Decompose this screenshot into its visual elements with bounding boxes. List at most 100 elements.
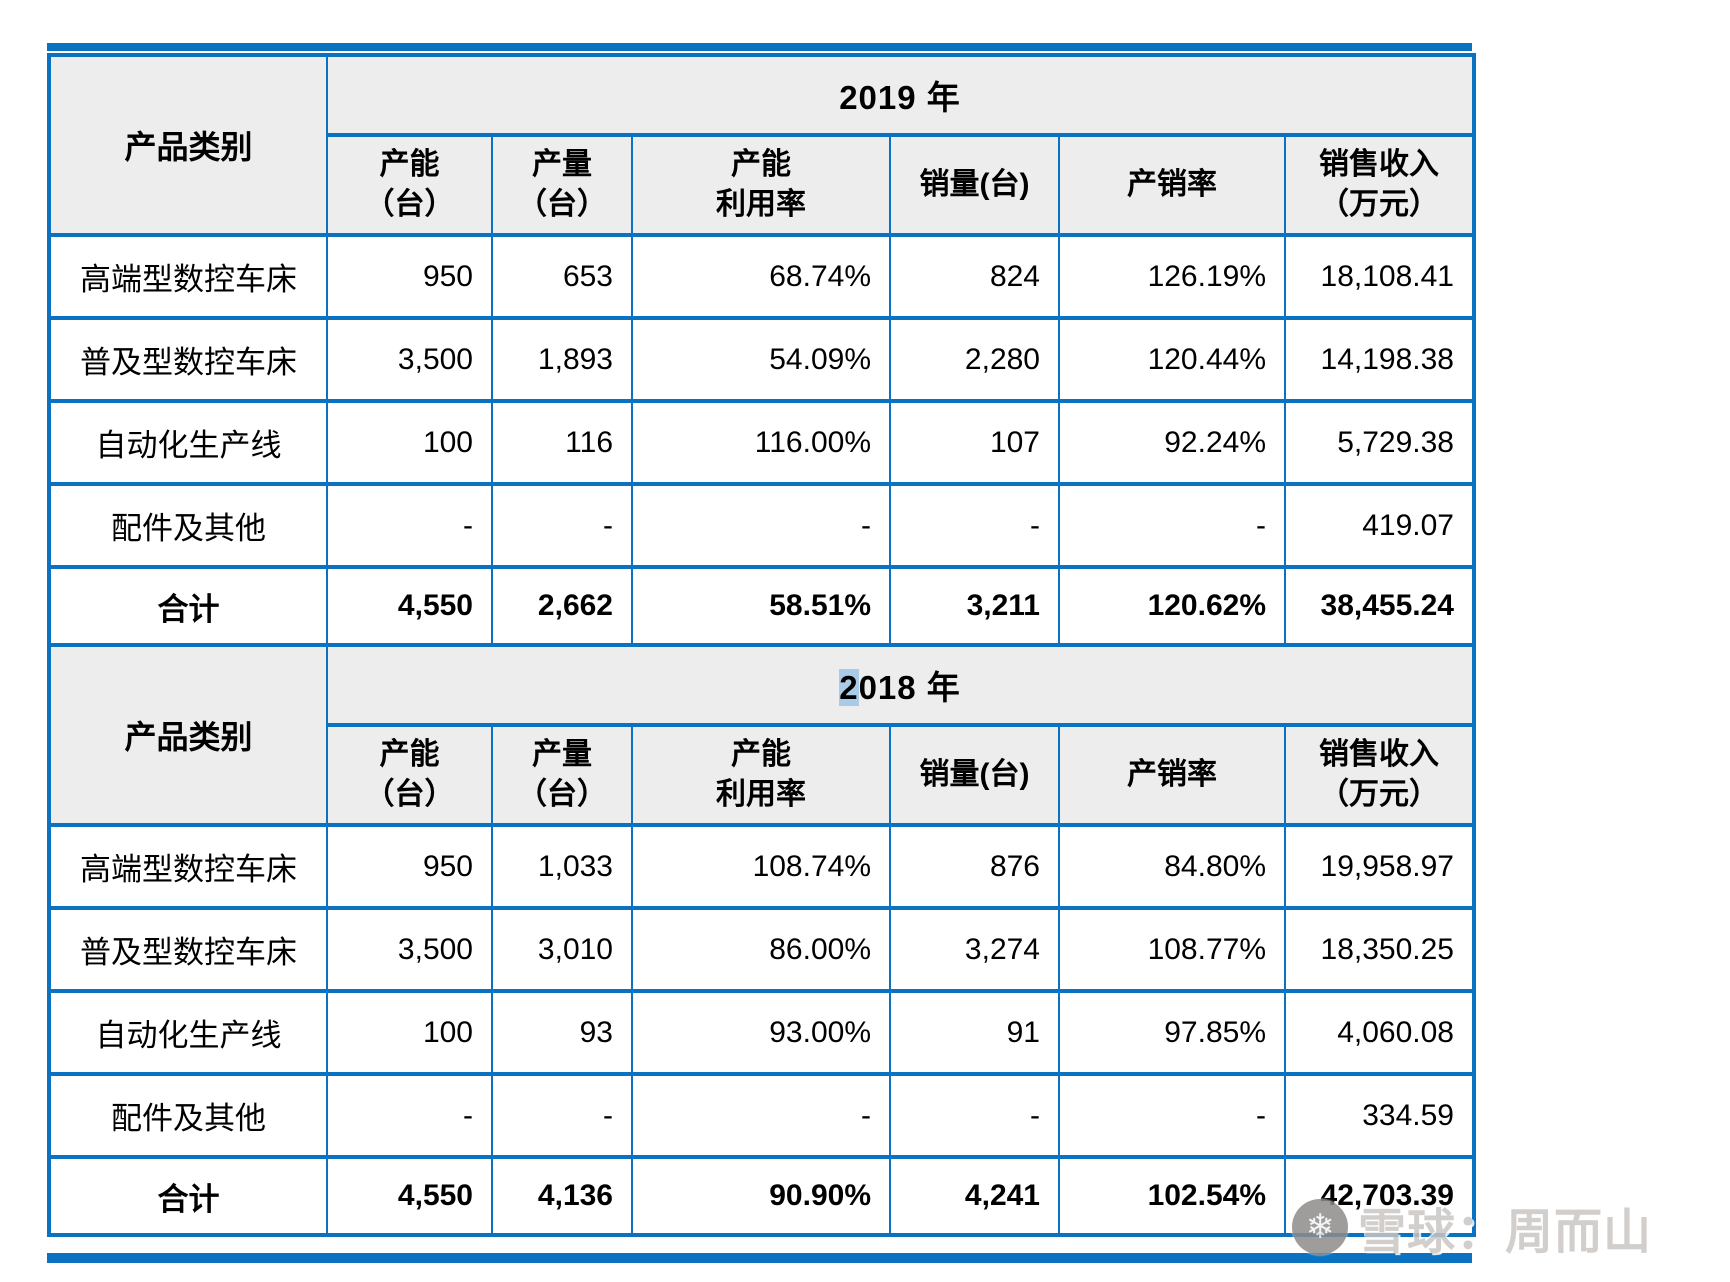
value-cell: - xyxy=(1058,482,1286,569)
value-cell: 97.85% xyxy=(1058,989,1286,1076)
col-header-revenue: 销售收入 （万元） xyxy=(1284,723,1475,827)
table-row: 高端型数控车床 950 1,033 108.74% 876 84.80% 19,… xyxy=(48,823,1475,910)
value-cell: 334.59 xyxy=(1284,1072,1475,1159)
value-cell: 116 xyxy=(491,399,633,486)
value-cell: 3,274 xyxy=(889,906,1060,993)
value-cell: 90.90% xyxy=(631,1155,891,1237)
value-cell: 93.00% xyxy=(631,989,891,1076)
row-label: 自动化生产线 xyxy=(48,399,328,486)
year-highlight: 2 xyxy=(839,669,859,706)
value-cell: 108.74% xyxy=(631,823,891,910)
value-cell: 4,550 xyxy=(326,1155,493,1237)
col-header-utilization: 产能 利用率 xyxy=(631,723,891,827)
top-accent-bar xyxy=(47,43,1472,51)
value-cell: 86.00% xyxy=(631,906,891,993)
value-cell: 120.62% xyxy=(1058,565,1286,647)
value-cell: 1,893 xyxy=(491,316,633,403)
value-cell: 2,280 xyxy=(889,316,1060,403)
category-column-header: 产品类别 xyxy=(48,643,328,827)
value-cell: - xyxy=(1058,1072,1286,1159)
value-cell: 38,455.24 xyxy=(1284,565,1475,647)
table-row: 配件及其他 - - - - - 334.59 xyxy=(48,1072,1475,1159)
value-cell: - xyxy=(889,482,1060,569)
year-header-2018: 2018 年 xyxy=(326,643,1475,727)
value-cell: 653 xyxy=(491,233,633,320)
value-cell: - xyxy=(631,482,891,569)
value-cell: 120.44% xyxy=(1058,316,1286,403)
value-cell: 91 xyxy=(889,989,1060,1076)
value-cell: 100 xyxy=(326,989,493,1076)
value-cell: 419.07 xyxy=(1284,482,1475,569)
value-cell: 84.80% xyxy=(1058,823,1286,910)
value-cell: 3,500 xyxy=(326,906,493,993)
col-header-output: 产量 （台） xyxy=(491,133,633,237)
value-cell: - xyxy=(326,1072,493,1159)
bottom-accent-bar xyxy=(47,1253,1472,1263)
row-label: 高端型数控车床 xyxy=(48,823,328,910)
value-cell: - xyxy=(326,482,493,569)
value-cell: 102.54% xyxy=(1058,1155,1286,1237)
table-row: 普及型数控车床 3,500 1,893 54.09% 2,280 120.44%… xyxy=(48,316,1475,403)
col-header-sales-volume: 销量(台) xyxy=(889,723,1060,827)
value-cell: 4,136 xyxy=(491,1155,633,1237)
value-cell: 93 xyxy=(491,989,633,1076)
value-cell: 92.24% xyxy=(1058,399,1286,486)
value-cell: 108.77% xyxy=(1058,906,1286,993)
table-row: 普及型数控车床 3,500 3,010 86.00% 3,274 108.77%… xyxy=(48,906,1475,993)
table-row: 自动化生产线 100 93 93.00% 91 97.85% 4,060.08 xyxy=(48,989,1475,1076)
row-label: 合计 xyxy=(48,565,328,647)
value-cell: 1,033 xyxy=(491,823,633,910)
value-cell: 54.09% xyxy=(631,316,891,403)
value-cell: 4,550 xyxy=(326,565,493,647)
value-cell: 100 xyxy=(326,399,493,486)
col-header-sales-ratio: 产销率 xyxy=(1058,723,1286,827)
value-cell: - xyxy=(631,1072,891,1159)
year-label: 2019 年 xyxy=(839,79,961,116)
year-label: 018 年 xyxy=(858,669,961,706)
value-cell: 2,662 xyxy=(491,565,633,647)
value-cell: 107 xyxy=(889,399,1060,486)
row-label: 配件及其他 xyxy=(48,1072,328,1159)
value-cell: 4,060.08 xyxy=(1284,989,1475,1076)
total-row: 合计 4,550 2,662 58.51% 3,211 120.62% 38,4… xyxy=(48,565,1475,647)
table-row: 配件及其他 - - - - - 419.07 xyxy=(48,482,1475,569)
value-cell: 3,010 xyxy=(491,906,633,993)
row-label: 普及型数控车床 xyxy=(48,906,328,993)
value-cell: - xyxy=(889,1072,1060,1159)
value-cell: 950 xyxy=(326,233,493,320)
col-header-capacity: 产能 （台） xyxy=(326,133,493,237)
value-cell: 18,108.41 xyxy=(1284,233,1475,320)
value-cell: 4,241 xyxy=(889,1155,1060,1237)
production-capacity-table: 产品类别 2019 年 产能 （台） 产量 （台） 产能 利用率 销量(台) 产… xyxy=(47,53,1476,1237)
row-label: 自动化生产线 xyxy=(48,989,328,1076)
value-cell: 18,350.25 xyxy=(1284,906,1475,993)
value-cell: 42,703.39 xyxy=(1284,1155,1475,1237)
value-cell: 3,500 xyxy=(326,316,493,403)
value-cell: 126.19% xyxy=(1058,233,1286,320)
section-2018: 产品类别 2018 年 产能 （台） 产量 （台） 产能 利用率 销量(台) 产… xyxy=(48,643,1475,1237)
row-label: 合计 xyxy=(48,1155,328,1237)
row-label: 配件及其他 xyxy=(48,482,328,569)
value-cell: 58.51% xyxy=(631,565,891,647)
row-label: 高端型数控车床 xyxy=(48,233,328,320)
category-column-header: 产品类别 xyxy=(48,53,328,237)
value-cell: 68.74% xyxy=(631,233,891,320)
value-cell: 950 xyxy=(326,823,493,910)
row-label: 普及型数控车床 xyxy=(48,316,328,403)
table-row: 高端型数控车床 950 653 68.74% 824 126.19% 18,10… xyxy=(48,233,1475,320)
table-row: 自动化生产线 100 116 116.00% 107 92.24% 5,729.… xyxy=(48,399,1475,486)
total-row: 合计 4,550 4,136 90.90% 4,241 102.54% 42,7… xyxy=(48,1155,1475,1237)
section-2019: 产品类别 2019 年 产能 （台） 产量 （台） 产能 利用率 销量(台) 产… xyxy=(48,53,1475,647)
col-header-sales-ratio: 产销率 xyxy=(1058,133,1286,237)
col-header-utilization: 产能 利用率 xyxy=(631,133,891,237)
value-cell: 14,198.38 xyxy=(1284,316,1475,403)
value-cell: 19,958.97 xyxy=(1284,823,1475,910)
col-header-sales-volume: 销量(台) xyxy=(889,133,1060,237)
col-header-output: 产量 （台） xyxy=(491,723,633,827)
year-header-2019: 2019 年 xyxy=(326,53,1475,137)
value-cell: 5,729.38 xyxy=(1284,399,1475,486)
value-cell: 116.00% xyxy=(631,399,891,486)
value-cell: - xyxy=(491,482,633,569)
value-cell: 876 xyxy=(889,823,1060,910)
